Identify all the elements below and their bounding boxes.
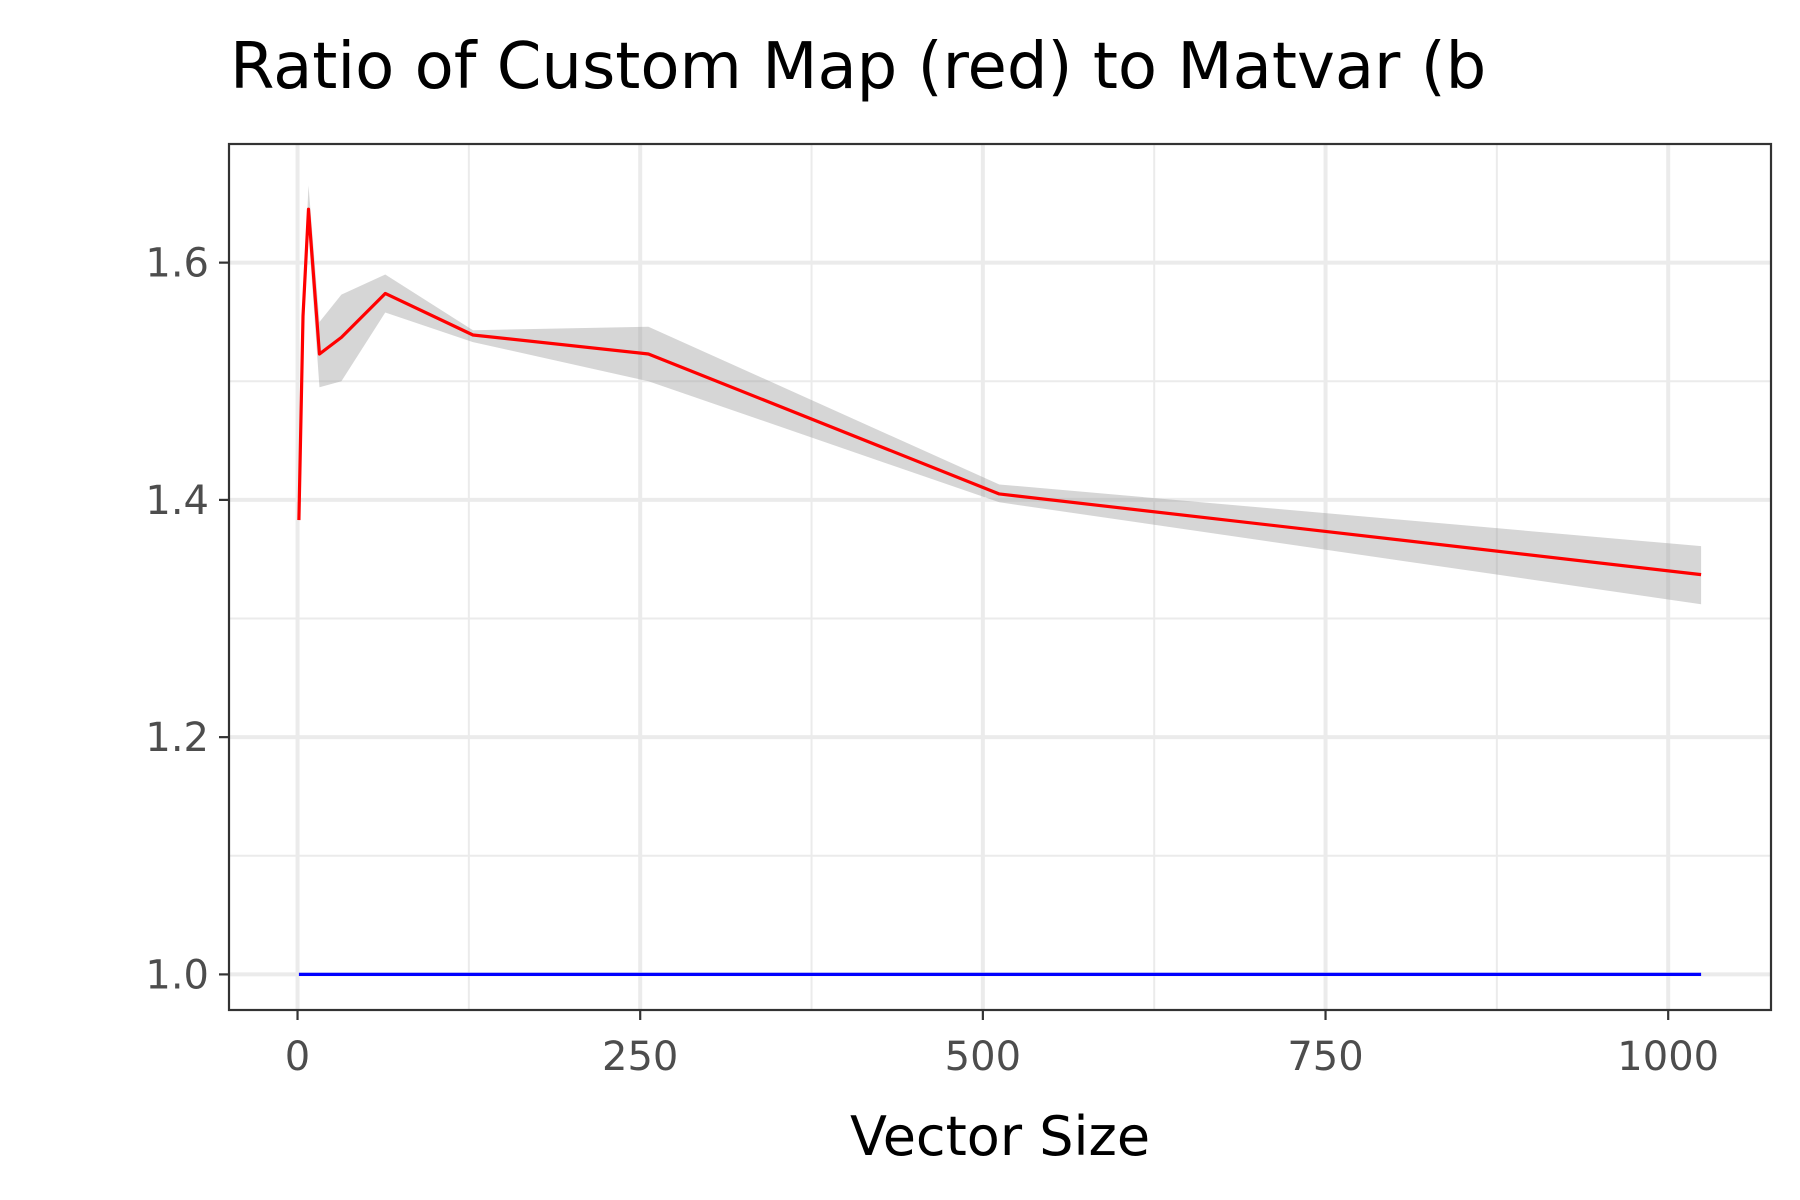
x-tick-label: 250 [602, 1034, 678, 1080]
y-tick-label: 1.6 [145, 241, 209, 287]
x-axis: 0 250 500 750 1000 [285, 1010, 1719, 1080]
series-0-ribbon [298, 185, 1702, 605]
confidence-bands [298, 185, 1702, 605]
x-tick-label: 1000 [1617, 1034, 1719, 1080]
x-tick-label: 750 [1287, 1034, 1363, 1080]
y-tick-label: 1.4 [145, 478, 209, 524]
series-lines [297, 207, 1702, 977]
plot-panel [229, 144, 1771, 1010]
y-axis: 1.0 1.2 1.4 1.6 [145, 241, 229, 998]
series-0-line [297, 207, 1702, 577]
y-tick-label: 1.2 [145, 715, 209, 761]
x-axis-title: Vector Size [850, 1105, 1150, 1168]
chart-title: Ratio of Custom Map (red) to Matvar (b [230, 30, 1486, 104]
x-tick-label: 0 [285, 1034, 310, 1080]
y-tick-label: 1.0 [145, 952, 209, 998]
plot-border [227, 142, 1773, 1012]
x-tick-label: 500 [945, 1034, 1021, 1080]
